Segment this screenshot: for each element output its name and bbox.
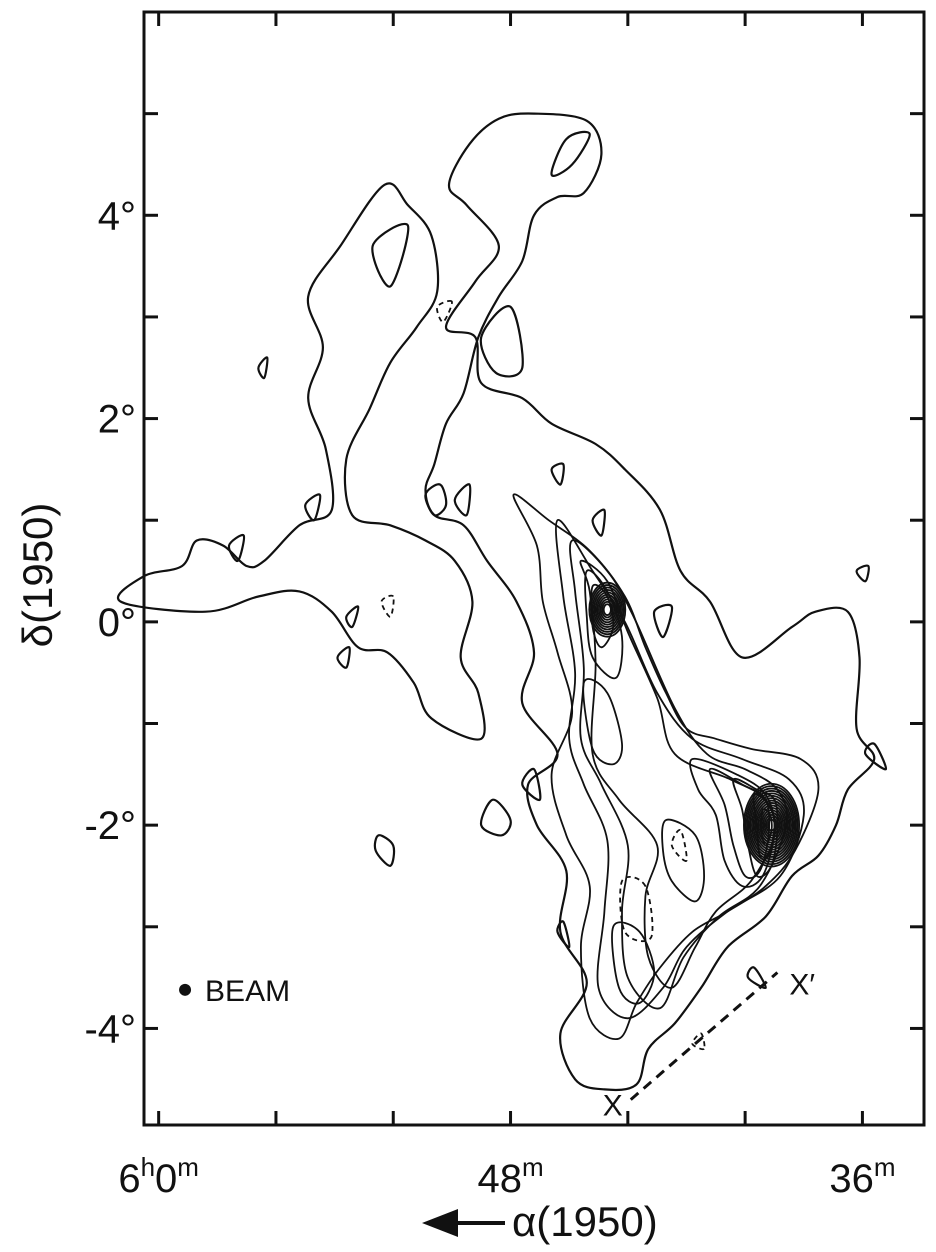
peak-1-ring-5 <box>760 809 783 842</box>
contour-level-1-25 <box>480 798 512 837</box>
peak-1-ring-8 <box>755 802 788 849</box>
cut-end-label: X′ <box>789 969 815 1002</box>
x-axis-title: α(1950) <box>422 1198 658 1245</box>
contour-level-4-17 <box>661 818 705 903</box>
y-tick-label-2: 2° <box>98 398 136 442</box>
peak-0-ring-5 <box>596 593 619 626</box>
x-tick-label-60: 6h0m <box>118 1152 199 1201</box>
peak-0-ring-2 <box>601 600 614 619</box>
peak-0-ring-4 <box>598 596 617 624</box>
peak-1-ring-4 <box>762 811 781 839</box>
x-axis-label: α(1950) <box>512 1198 658 1245</box>
y-axis-label: δ(1950) <box>14 503 61 648</box>
contour-level-1-26 <box>521 767 542 802</box>
peak-1-ring-16 <box>743 782 801 868</box>
contour-level-1-3 <box>371 222 410 288</box>
x-tick-label-36: 36m <box>829 1152 895 1201</box>
contour-level-1-2 <box>550 130 591 177</box>
label-layer: 4°2°0°-2°-4°6h0m 48m 36m <box>84 194 895 1201</box>
contour-level-7-12 <box>708 767 771 879</box>
contour-level-1-30 <box>304 493 322 522</box>
peak-0-ring-10 <box>588 581 627 638</box>
plot-frame <box>142 10 926 1127</box>
contour-level-6-11 <box>689 757 776 888</box>
contour-level-1-35 <box>855 564 870 583</box>
y-tick-label--2: -2° <box>84 804 136 848</box>
peak-1-ring-13 <box>747 790 796 861</box>
contour-level-1-33 <box>591 508 606 537</box>
x-tick-label-48: 48m <box>477 1152 543 1201</box>
contour-level-4-7 <box>569 539 788 1010</box>
peak-0-ring-8 <box>591 586 624 633</box>
x-axis-arrow-head <box>422 1209 458 1237</box>
contour-level-2-5 <box>512 493 820 1040</box>
y-tick-label-0: 0° <box>98 601 136 645</box>
beam-label: BEAM <box>205 975 290 1008</box>
peak-1-ring-7 <box>757 804 786 846</box>
contour-level-1-37 <box>619 875 654 943</box>
contour-level-1-27 <box>556 920 571 949</box>
peak-0-ring-7 <box>593 588 622 631</box>
peak-1-ring-15 <box>744 785 799 866</box>
x-tick-label-m: m <box>874 1152 896 1182</box>
contour-level-1-24 <box>373 834 396 867</box>
tick-layer <box>144 12 924 1125</box>
x-tick-label-m: m <box>177 1152 199 1182</box>
contour-level-1-39 <box>380 594 395 618</box>
peak-1-ring-2 <box>765 816 778 834</box>
contour-level-1-38 <box>670 829 688 862</box>
y-tick-label-4: 4° <box>98 194 136 238</box>
contour-level-3-6 <box>555 519 805 1020</box>
peak-1-ring-1 <box>767 818 777 832</box>
x-tick-label-main: 6 <box>118 1157 140 1201</box>
peak-1-ring-9 <box>754 799 789 851</box>
contour-level-4-16 <box>582 678 623 766</box>
cut-start-label: X <box>603 1090 623 1123</box>
x-tick-label-m: m <box>522 1152 544 1182</box>
x-tick-label-main: 36 <box>829 1157 874 1201</box>
contour-level-2-18 <box>611 921 656 1005</box>
contour-level-1-40 <box>691 1032 706 1051</box>
contour-level-1-34 <box>550 462 565 486</box>
contour-level-1-1 <box>117 182 486 741</box>
peak-1-ring-14 <box>746 787 797 863</box>
peak-1-ring-10 <box>752 797 791 854</box>
contour-level-1-31 <box>345 605 360 629</box>
cut-line <box>629 971 779 1101</box>
peak-1-ring-3 <box>763 814 780 837</box>
peak-1-ring-6 <box>759 806 785 844</box>
peak-1-ring-11 <box>751 794 793 856</box>
peak-0-ring-1 <box>602 603 612 616</box>
contour-level-1-23 <box>746 966 767 990</box>
contour-level-1-32 <box>336 646 351 669</box>
peak-1-ring-12 <box>749 792 794 858</box>
x-tick-label-h: h <box>141 1152 155 1182</box>
peak-0-ring-3 <box>599 598 616 621</box>
contour-level-1-21 <box>652 603 674 639</box>
x-tick-label-rest: 0 <box>155 1157 177 1201</box>
contour-level-1-4 <box>479 305 524 378</box>
peak-0-ring-6 <box>594 591 620 628</box>
contour-level-5-8 <box>579 559 777 989</box>
x-tick-label-main: 48 <box>477 1157 522 1201</box>
annot-layer: BEAM X X′ <box>179 969 815 1123</box>
contour-level-1-20 <box>453 483 472 517</box>
contour-layer <box>117 112 888 1092</box>
peak-0-ring-9 <box>590 584 625 636</box>
y-tick-label--4: -4° <box>84 1007 136 1051</box>
contour-level-1-28 <box>227 533 246 563</box>
contour-level-1-29 <box>257 356 269 380</box>
contour-level-1-22 <box>863 742 888 771</box>
contour-level-1-0 <box>424 112 876 1092</box>
beam-marker <box>179 983 192 996</box>
contour-level-1-19 <box>424 483 448 517</box>
